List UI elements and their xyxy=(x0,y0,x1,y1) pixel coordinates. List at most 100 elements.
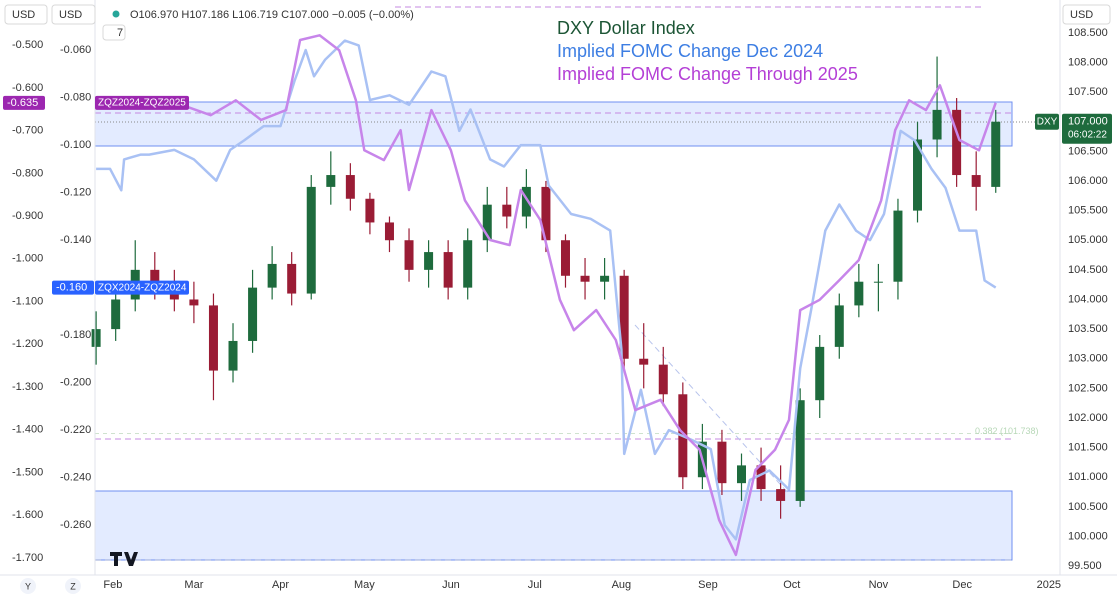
y-tick-label: -1.500 xyxy=(12,466,43,478)
y-tick-label: -0.120 xyxy=(60,187,91,199)
candle-body xyxy=(306,186,316,294)
candle-body xyxy=(443,252,453,288)
logo xyxy=(110,552,138,566)
candle-body xyxy=(639,358,649,365)
button[interactable] xyxy=(20,578,36,594)
y-tick-label: 108.500 xyxy=(1068,27,1108,39)
y-tick-label: 106.500 xyxy=(1068,145,1108,157)
candle-body xyxy=(580,275,590,282)
candle-body xyxy=(932,109,942,140)
y-tick-label: 104.500 xyxy=(1068,264,1108,276)
button[interactable] xyxy=(65,578,81,594)
button-label[interactable]: 7 xyxy=(117,27,123,39)
candle-body xyxy=(424,252,434,270)
y-tick-label: -0.800 xyxy=(12,167,43,179)
y-tick-label: 101.500 xyxy=(1068,442,1108,454)
x-tick-label: Feb xyxy=(103,579,122,591)
button-label[interactable]: Y xyxy=(25,581,31,591)
y-tick-label: 104.000 xyxy=(1068,293,1108,305)
y-tick-label: 102.000 xyxy=(1068,412,1108,424)
symbol-tag-label: DXY xyxy=(1037,116,1058,127)
legend-entry: DXY Dollar Index xyxy=(557,18,695,38)
candle-body xyxy=(717,441,727,484)
candle-body xyxy=(736,465,746,484)
y-tick-label: 101.000 xyxy=(1068,471,1108,483)
candle-body xyxy=(913,139,923,211)
x-tick-label: May xyxy=(354,579,375,591)
y-tick-label: -0.060 xyxy=(60,44,91,56)
candle-body xyxy=(267,263,277,288)
x-tick-label: 2025 xyxy=(1037,579,1061,591)
y-tick-label: -1.300 xyxy=(12,381,43,393)
x-tick-label: Apr xyxy=(272,579,289,591)
candle-body xyxy=(228,340,238,371)
y-tick-label: -1.100 xyxy=(12,295,43,307)
series-line xyxy=(96,39,997,541)
zone xyxy=(94,490,1013,561)
candle-body xyxy=(189,299,199,306)
button[interactable] xyxy=(51,4,96,25)
x-tick-label: Oct xyxy=(783,579,800,591)
candle-body xyxy=(795,400,805,501)
button[interactable] xyxy=(4,4,48,25)
y-tick-label: 106.000 xyxy=(1068,175,1108,187)
y-tick-label: -1.000 xyxy=(12,253,43,265)
candle-body xyxy=(893,210,903,282)
symbol-tag xyxy=(95,280,189,295)
y-tick-label: -0.080 xyxy=(60,92,91,104)
button-label[interactable]: USD xyxy=(59,9,82,21)
zone xyxy=(94,101,1013,147)
y-tick-label: -1.600 xyxy=(12,509,43,521)
candle-body xyxy=(287,263,297,294)
x-tick-label: Sep xyxy=(698,579,718,591)
y-tick-label: 100.500 xyxy=(1068,501,1108,513)
candle-body xyxy=(248,287,258,341)
candle-body xyxy=(658,364,668,395)
y-tick-label: -0.180 xyxy=(60,329,91,341)
y-tick-label: -0.600 xyxy=(12,82,43,94)
candle-body xyxy=(971,175,981,187)
candle-body xyxy=(541,186,551,241)
candle-body xyxy=(463,240,473,288)
fib-label: 0.382 (101.738) xyxy=(975,426,1039,436)
value-tag xyxy=(3,95,45,110)
candle-body xyxy=(208,305,218,371)
candle-body xyxy=(384,222,394,241)
ohlc: O106.970 H107.186 L106.719 C107.000 −0.0… xyxy=(130,9,414,21)
button-label[interactable]: Z xyxy=(70,581,76,591)
value-tag xyxy=(52,280,94,295)
candle-body xyxy=(91,329,101,347)
button[interactable] xyxy=(102,24,126,41)
y-tick-label: -0.100 xyxy=(60,139,91,151)
y-tick-label: -0.140 xyxy=(60,234,91,246)
symbol-tag-label: ZQX2024-ZQZ2024 xyxy=(98,282,187,293)
y-tick-label: -0.220 xyxy=(60,424,91,436)
value-tag-label: -0.160 xyxy=(56,282,87,294)
price-tag xyxy=(1062,113,1112,144)
button-label[interactable]: USD xyxy=(12,9,35,21)
symbol-tag xyxy=(95,95,189,110)
x-tick-label: Mar xyxy=(184,579,203,591)
candle-body xyxy=(560,240,570,276)
price-tag-label: 107.000 xyxy=(1068,116,1108,128)
candle-body xyxy=(404,240,414,270)
y-tick-label: -0.200 xyxy=(60,377,91,389)
status-dot xyxy=(112,10,120,18)
y-tick-label: -1.400 xyxy=(12,424,43,436)
candle-body xyxy=(756,465,766,490)
candle-body xyxy=(952,109,962,176)
y-tick-label: 99.500 xyxy=(1068,560,1102,572)
candle-body xyxy=(502,204,512,217)
button-label[interactable]: USD xyxy=(1070,9,1093,21)
y-tick-label: 103.500 xyxy=(1068,323,1108,335)
x-tick-label: Jun xyxy=(442,579,460,591)
button[interactable] xyxy=(1062,4,1111,25)
y-tick-label: -0.240 xyxy=(60,472,91,484)
candle-body xyxy=(326,175,336,187)
x-tick-label: Jul xyxy=(528,579,542,591)
candle-body xyxy=(776,489,786,501)
y-tick-label: 107.500 xyxy=(1068,86,1108,98)
y-tick-label: -0.500 xyxy=(12,39,43,51)
countdown: 06:02:22 xyxy=(1068,129,1107,140)
